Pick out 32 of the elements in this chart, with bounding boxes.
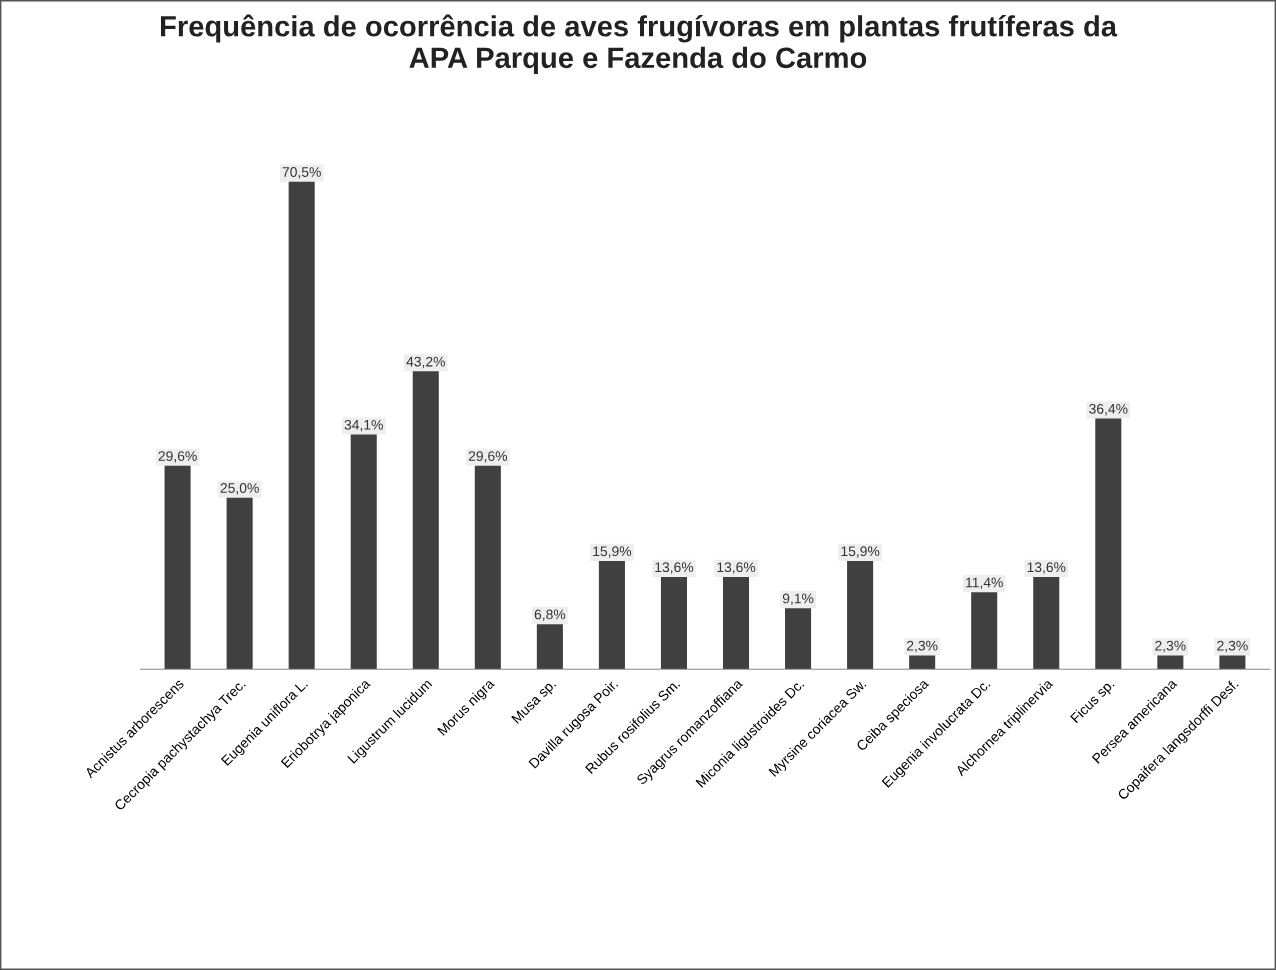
bar (722, 574, 750, 670)
bar (288, 179, 315, 670)
data-label: 34,1% (344, 419, 383, 432)
data-label: 29,6% (468, 451, 508, 463)
data-label: 11,4% (966, 577, 1003, 590)
data-label: 13,6% (655, 562, 694, 574)
data-label: 15,9% (841, 546, 880, 558)
bar (412, 369, 439, 670)
bar (474, 463, 501, 670)
bar (164, 463, 191, 670)
data-label: 15,9% (593, 546, 632, 558)
bar (598, 558, 625, 670)
data-label: 43,2% (406, 356, 445, 369)
data-label: 2,3% (1155, 640, 1186, 653)
data-label: 36,4% (1089, 403, 1128, 416)
data-label: 9,1% (782, 593, 814, 605)
bar (1095, 416, 1122, 670)
bar (350, 432, 377, 670)
data-label: 29,6% (158, 451, 197, 463)
bar (847, 558, 874, 670)
data-label: 6,8% (534, 609, 566, 621)
data-label: 2,3% (907, 640, 938, 653)
bar (660, 574, 687, 670)
chart-title: Frequência de ocorrência de aves frugívoras em plantas frutíferas da APA Parque e Fazenda do Carmo (160, 14, 1118, 74)
bar (1033, 574, 1060, 670)
data-label: 25,0% (220, 483, 259, 495)
data-label: 70,5% (282, 167, 321, 179)
data-label: 13,6% (1027, 562, 1066, 574)
data-label: 2,3% (1217, 640, 1248, 653)
bar (226, 495, 253, 670)
data-label: 13,6% (717, 562, 756, 574)
bar (971, 590, 998, 670)
